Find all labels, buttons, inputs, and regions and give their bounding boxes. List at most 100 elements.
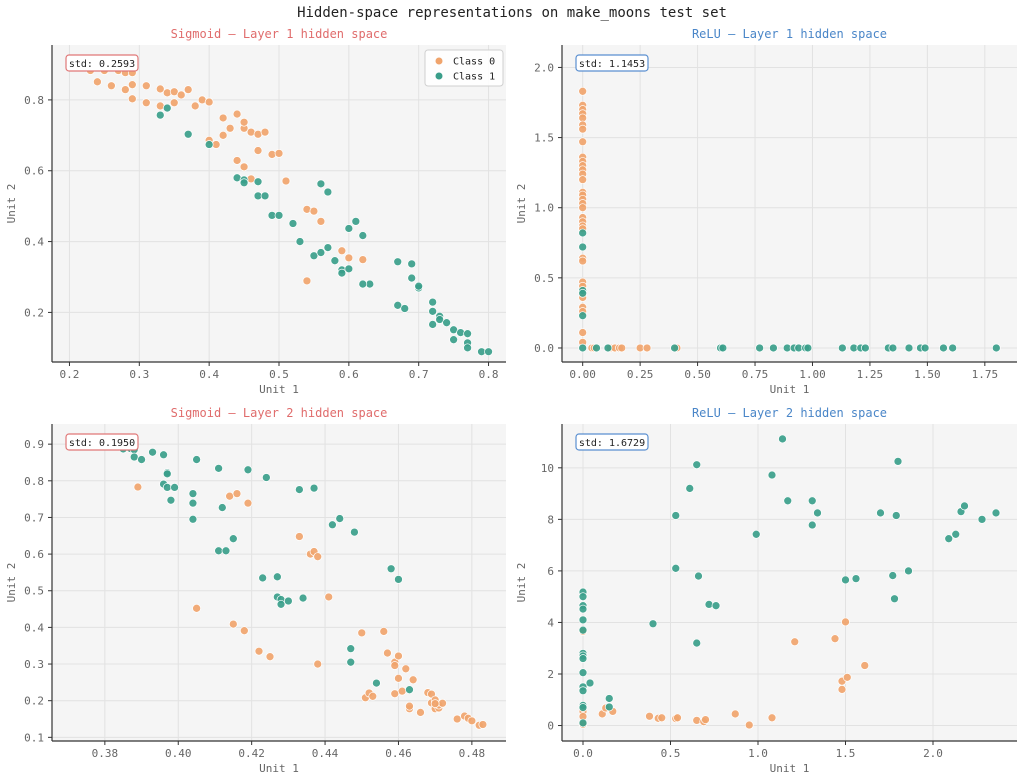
data-point-class-1 [578, 625, 588, 635]
data-point-class-0 [701, 715, 710, 724]
data-point-class-0 [617, 343, 627, 353]
y-tick-label: 0.3 [24, 658, 44, 671]
data-point-class-1 [170, 483, 179, 492]
data-point-class-0 [397, 686, 407, 696]
data-point-class-1 [323, 243, 333, 252]
data-point-class-1 [592, 343, 601, 353]
data-point-class-1 [841, 575, 850, 585]
data-point-class-0 [169, 98, 179, 108]
data-point-class-1 [685, 484, 695, 493]
data-point-class-1 [298, 593, 308, 603]
data-point-class-1 [463, 343, 472, 353]
x-tick-label: 0.6 [339, 368, 359, 381]
x-tick-label: 0.5 [661, 747, 681, 760]
y-tick-label: 0.4 [24, 621, 44, 634]
data-point-class-0 [337, 246, 347, 256]
data-point-class-1 [272, 572, 282, 582]
data-point-class-1 [414, 281, 424, 291]
y-tick-label: 0 [547, 720, 554, 733]
panel-1: 0.2 0.3 0.4 0.5 0.6 0.7 0.8 0.2 0.4 0.6 0.8 Unit 1 U… [5, 27, 506, 396]
data-point-class-1 [137, 455, 146, 464]
data-point-class-0 [692, 716, 702, 725]
data-point-class-1 [337, 268, 347, 278]
legend: Class 0 Class 1 [424, 49, 504, 87]
y-axis-label: Unit 2 [515, 563, 528, 603]
data-point-class-1 [316, 248, 326, 257]
data-point-class-1 [221, 546, 231, 556]
data-point-class-0 [767, 713, 777, 723]
data-point-class-1 [274, 211, 284, 220]
x-tick-label: 0.8 [479, 368, 499, 381]
data-point-class-0 [127, 80, 137, 90]
std-annotation-box [65, 54, 139, 72]
std-annotation: std: 0.2593 [65, 54, 139, 72]
data-point-class-1 [449, 335, 458, 345]
data-point-class-0 [239, 626, 249, 636]
data-point-class-0 [390, 661, 400, 670]
data-point-class-0 [645, 711, 654, 721]
data-point-class-1 [484, 347, 493, 357]
x-axis-label: Unit 1 [770, 383, 810, 396]
data-point-class-1 [394, 575, 403, 584]
data-point-class-0 [232, 109, 242, 119]
x-tick-label: 0.48 [459, 747, 486, 760]
data-point-class-0 [313, 552, 323, 562]
data-point-class-1 [188, 514, 198, 524]
y-tick-label: 1.0 [534, 202, 554, 215]
data-point-class-1 [991, 508, 1001, 518]
data-point-class-1 [939, 343, 948, 353]
data-point-class-0 [141, 81, 151, 91]
data-point-class-1 [604, 702, 614, 712]
std-annotation: std: 1.1453 [575, 54, 649, 72]
data-point-class-1 [129, 452, 139, 462]
x-tick-label: 1.75 [972, 368, 999, 381]
data-point-class-1 [159, 450, 168, 460]
data-point-class-1 [890, 594, 899, 604]
data-point-class-1 [295, 485, 304, 494]
data-point-class-1 [372, 678, 381, 688]
data-point-class-1 [276, 599, 286, 609]
data-point-class-0 [316, 217, 326, 226]
data-point-class-1 [648, 619, 658, 629]
y-tick-label: 0.0 [534, 342, 554, 355]
data-point-class-1 [578, 604, 588, 614]
data-point-class-1 [692, 638, 702, 648]
y-tick-label: 4 [547, 616, 554, 629]
legend-marker-class-1 [435, 72, 443, 80]
data-point-class-0 [673, 713, 682, 723]
data-point-class-1 [755, 343, 764, 353]
x-tick-label: 0.5 [269, 368, 289, 381]
data-point-class-1 [778, 434, 787, 444]
y-tick-label: 0.4 [24, 236, 44, 249]
data-point-class-1 [951, 529, 961, 539]
data-point-class-1 [328, 520, 337, 530]
data-point-class-1 [228, 534, 238, 544]
data-point-class-1 [803, 343, 813, 353]
data-point-class-1 [166, 495, 176, 505]
x-tick-label: 0.40 [165, 747, 192, 760]
data-point-class-0 [302, 276, 312, 286]
data-point-class-0 [218, 130, 228, 140]
data-point-class-1 [258, 573, 268, 583]
data-point-class-0 [225, 491, 234, 501]
data-point-class-0 [324, 592, 334, 602]
y-tick-label: 0.2 [24, 306, 44, 319]
data-point-class-1 [335, 514, 345, 523]
data-point-class-1 [358, 279, 368, 289]
y-tick-label: 0.9 [24, 438, 44, 451]
std-annotation-box [575, 54, 649, 72]
data-point-class-1 [893, 457, 903, 466]
data-point-class-1 [435, 315, 444, 324]
x-tick-label: 0.2 [60, 368, 80, 381]
data-point-class-1 [578, 311, 588, 321]
data-point-class-0 [467, 716, 477, 726]
x-tick-label: 1.5 [836, 747, 856, 760]
plot-area [562, 45, 1017, 362]
data-point-class-1 [204, 140, 214, 149]
x-tick-label: 1.0 [748, 747, 768, 760]
panel-title: ReLU – Layer 2 hidden space [692, 406, 887, 420]
data-point-class-0 [430, 699, 440, 708]
data-point-class-1 [948, 343, 958, 353]
x-tick-label: 0.7 [409, 368, 429, 381]
data-point-class-1 [671, 563, 681, 573]
